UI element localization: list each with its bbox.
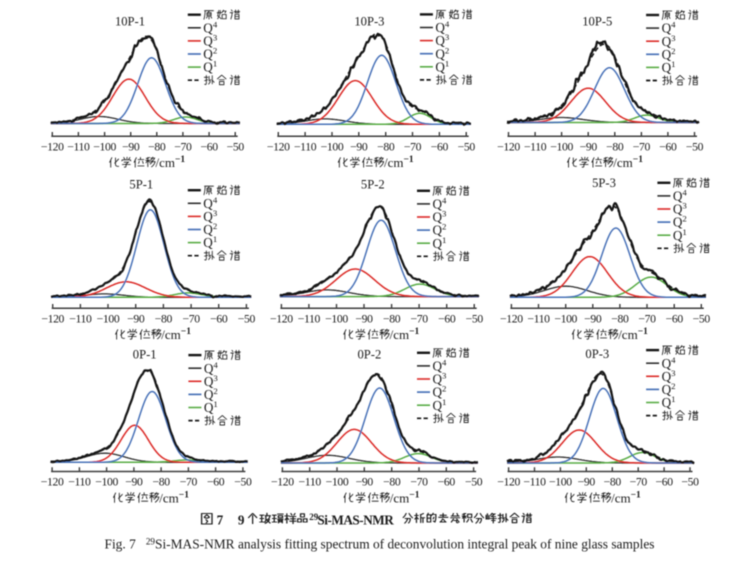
svg-text:5P-1: 5P-1: [129, 178, 153, 192]
svg-text:−50: −50: [686, 140, 704, 153]
svg-text:10P-3: 10P-3: [354, 15, 384, 29]
svg-text:10P-1: 10P-1: [115, 15, 145, 29]
svg-text:−80: −80: [148, 140, 166, 153]
svg-text:Fig. 7 29Si-MAS-NMR analysis: Fig. 7 29Si-MAS-NMR analysis fitting spe…: [105, 536, 655, 551]
svg-text:−80: −80: [604, 476, 622, 489]
svg-text:7: 7: [217, 513, 224, 528]
svg-text:5P-3: 5P-3: [592, 176, 616, 190]
svg-text:−70: −70: [410, 476, 428, 489]
svg-text:−90: −90: [580, 140, 598, 153]
svg-text:−100: −100: [93, 140, 116, 153]
svg-text:10P-5: 10P-5: [582, 15, 612, 29]
svg-text:−110: −110: [69, 312, 92, 325]
svg-text:−80: −80: [383, 476, 401, 489]
svg-text:−120: −120: [271, 476, 294, 489]
svg-text:−60: −60: [431, 140, 449, 153]
svg-text:−120: −120: [267, 140, 290, 153]
svg-text:−60: −60: [666, 312, 684, 325]
svg-text:−70: −70: [630, 476, 648, 489]
svg-text:−80: −80: [152, 476, 170, 489]
svg-text:−50: −50: [693, 312, 711, 325]
svg-text:−100: −100: [326, 476, 349, 489]
svg-text:29: 29: [309, 512, 319, 522]
svg-text:−120: −120: [497, 476, 520, 489]
svg-text:−120: −120: [497, 140, 520, 153]
svg-text:−70: −70: [638, 312, 656, 325]
svg-text:−100: −100: [97, 312, 120, 325]
svg-text:−90: −90: [350, 140, 368, 153]
svg-text:−110: −110: [294, 140, 317, 153]
svg-text:−120: −120: [41, 140, 64, 153]
svg-text:−110: −110: [523, 476, 546, 489]
svg-text:−110: −110: [298, 312, 321, 325]
svg-text:−80: −80: [611, 312, 629, 325]
svg-text:−50: −50: [234, 476, 252, 489]
svg-text:0P-3: 0P-3: [585, 347, 609, 361]
svg-text:−90: −90: [355, 312, 373, 325]
svg-text:−50: −50: [466, 312, 484, 325]
svg-text:Si-MAS-NMR: Si-MAS-NMR: [317, 513, 394, 528]
svg-text:−120: −120: [41, 312, 64, 325]
svg-text:−90: −90: [125, 476, 143, 489]
svg-text:−100: −100: [321, 140, 344, 153]
svg-text:−70: −70: [410, 312, 428, 325]
svg-text:9: 9: [238, 513, 245, 528]
svg-text:−60: −60: [210, 312, 228, 325]
svg-text:−100: −100: [325, 312, 348, 325]
svg-text:−60: −60: [655, 476, 673, 489]
svg-text:−70: −70: [180, 476, 198, 489]
svg-text:−80: −80: [383, 312, 401, 325]
svg-text:−70: −70: [174, 140, 192, 153]
svg-text:−100: −100: [550, 140, 573, 153]
svg-text:−100: −100: [549, 476, 572, 489]
svg-text:−90: −90: [584, 312, 602, 325]
svg-text:−80: −80: [155, 312, 173, 325]
svg-text:−90: −90: [122, 140, 140, 153]
svg-text:0P-1: 0P-1: [133, 348, 157, 362]
svg-text:−50: −50: [458, 140, 476, 153]
svg-text:−60: −60: [207, 476, 225, 489]
svg-text:−120: −120: [41, 476, 64, 489]
svg-text:−110: −110: [299, 476, 322, 489]
svg-text:−50: −50: [238, 312, 256, 325]
svg-text:−90: −90: [356, 476, 374, 489]
svg-text:−50: −50: [227, 140, 245, 153]
svg-text:0P-2: 0P-2: [358, 348, 382, 362]
svg-text:−60: −60: [438, 476, 456, 489]
svg-text:−100: −100: [95, 476, 118, 489]
svg-text:−50: −50: [681, 476, 699, 489]
svg-text:−110: −110: [67, 140, 90, 153]
svg-text:5P-2: 5P-2: [361, 178, 385, 192]
svg-text:−80: −80: [377, 140, 395, 153]
svg-text:−70: −70: [633, 140, 651, 153]
svg-text:−80: −80: [606, 140, 624, 153]
svg-text:−60: −60: [200, 140, 218, 153]
svg-text:−120: −120: [270, 312, 293, 325]
svg-text:−60: −60: [438, 312, 456, 325]
svg-text:−110: −110: [68, 476, 91, 489]
svg-text:−60: −60: [659, 140, 677, 153]
svg-text:−70: −70: [404, 140, 422, 153]
svg-text:−100: −100: [554, 312, 577, 325]
svg-text:−110: −110: [524, 140, 547, 153]
svg-text:−50: −50: [465, 476, 483, 489]
svg-text:−90: −90: [127, 312, 145, 325]
svg-text:−90: −90: [578, 476, 596, 489]
svg-text:−120: −120: [500, 312, 523, 325]
svg-text:−70: −70: [182, 312, 200, 325]
svg-text:−110: −110: [527, 312, 550, 325]
